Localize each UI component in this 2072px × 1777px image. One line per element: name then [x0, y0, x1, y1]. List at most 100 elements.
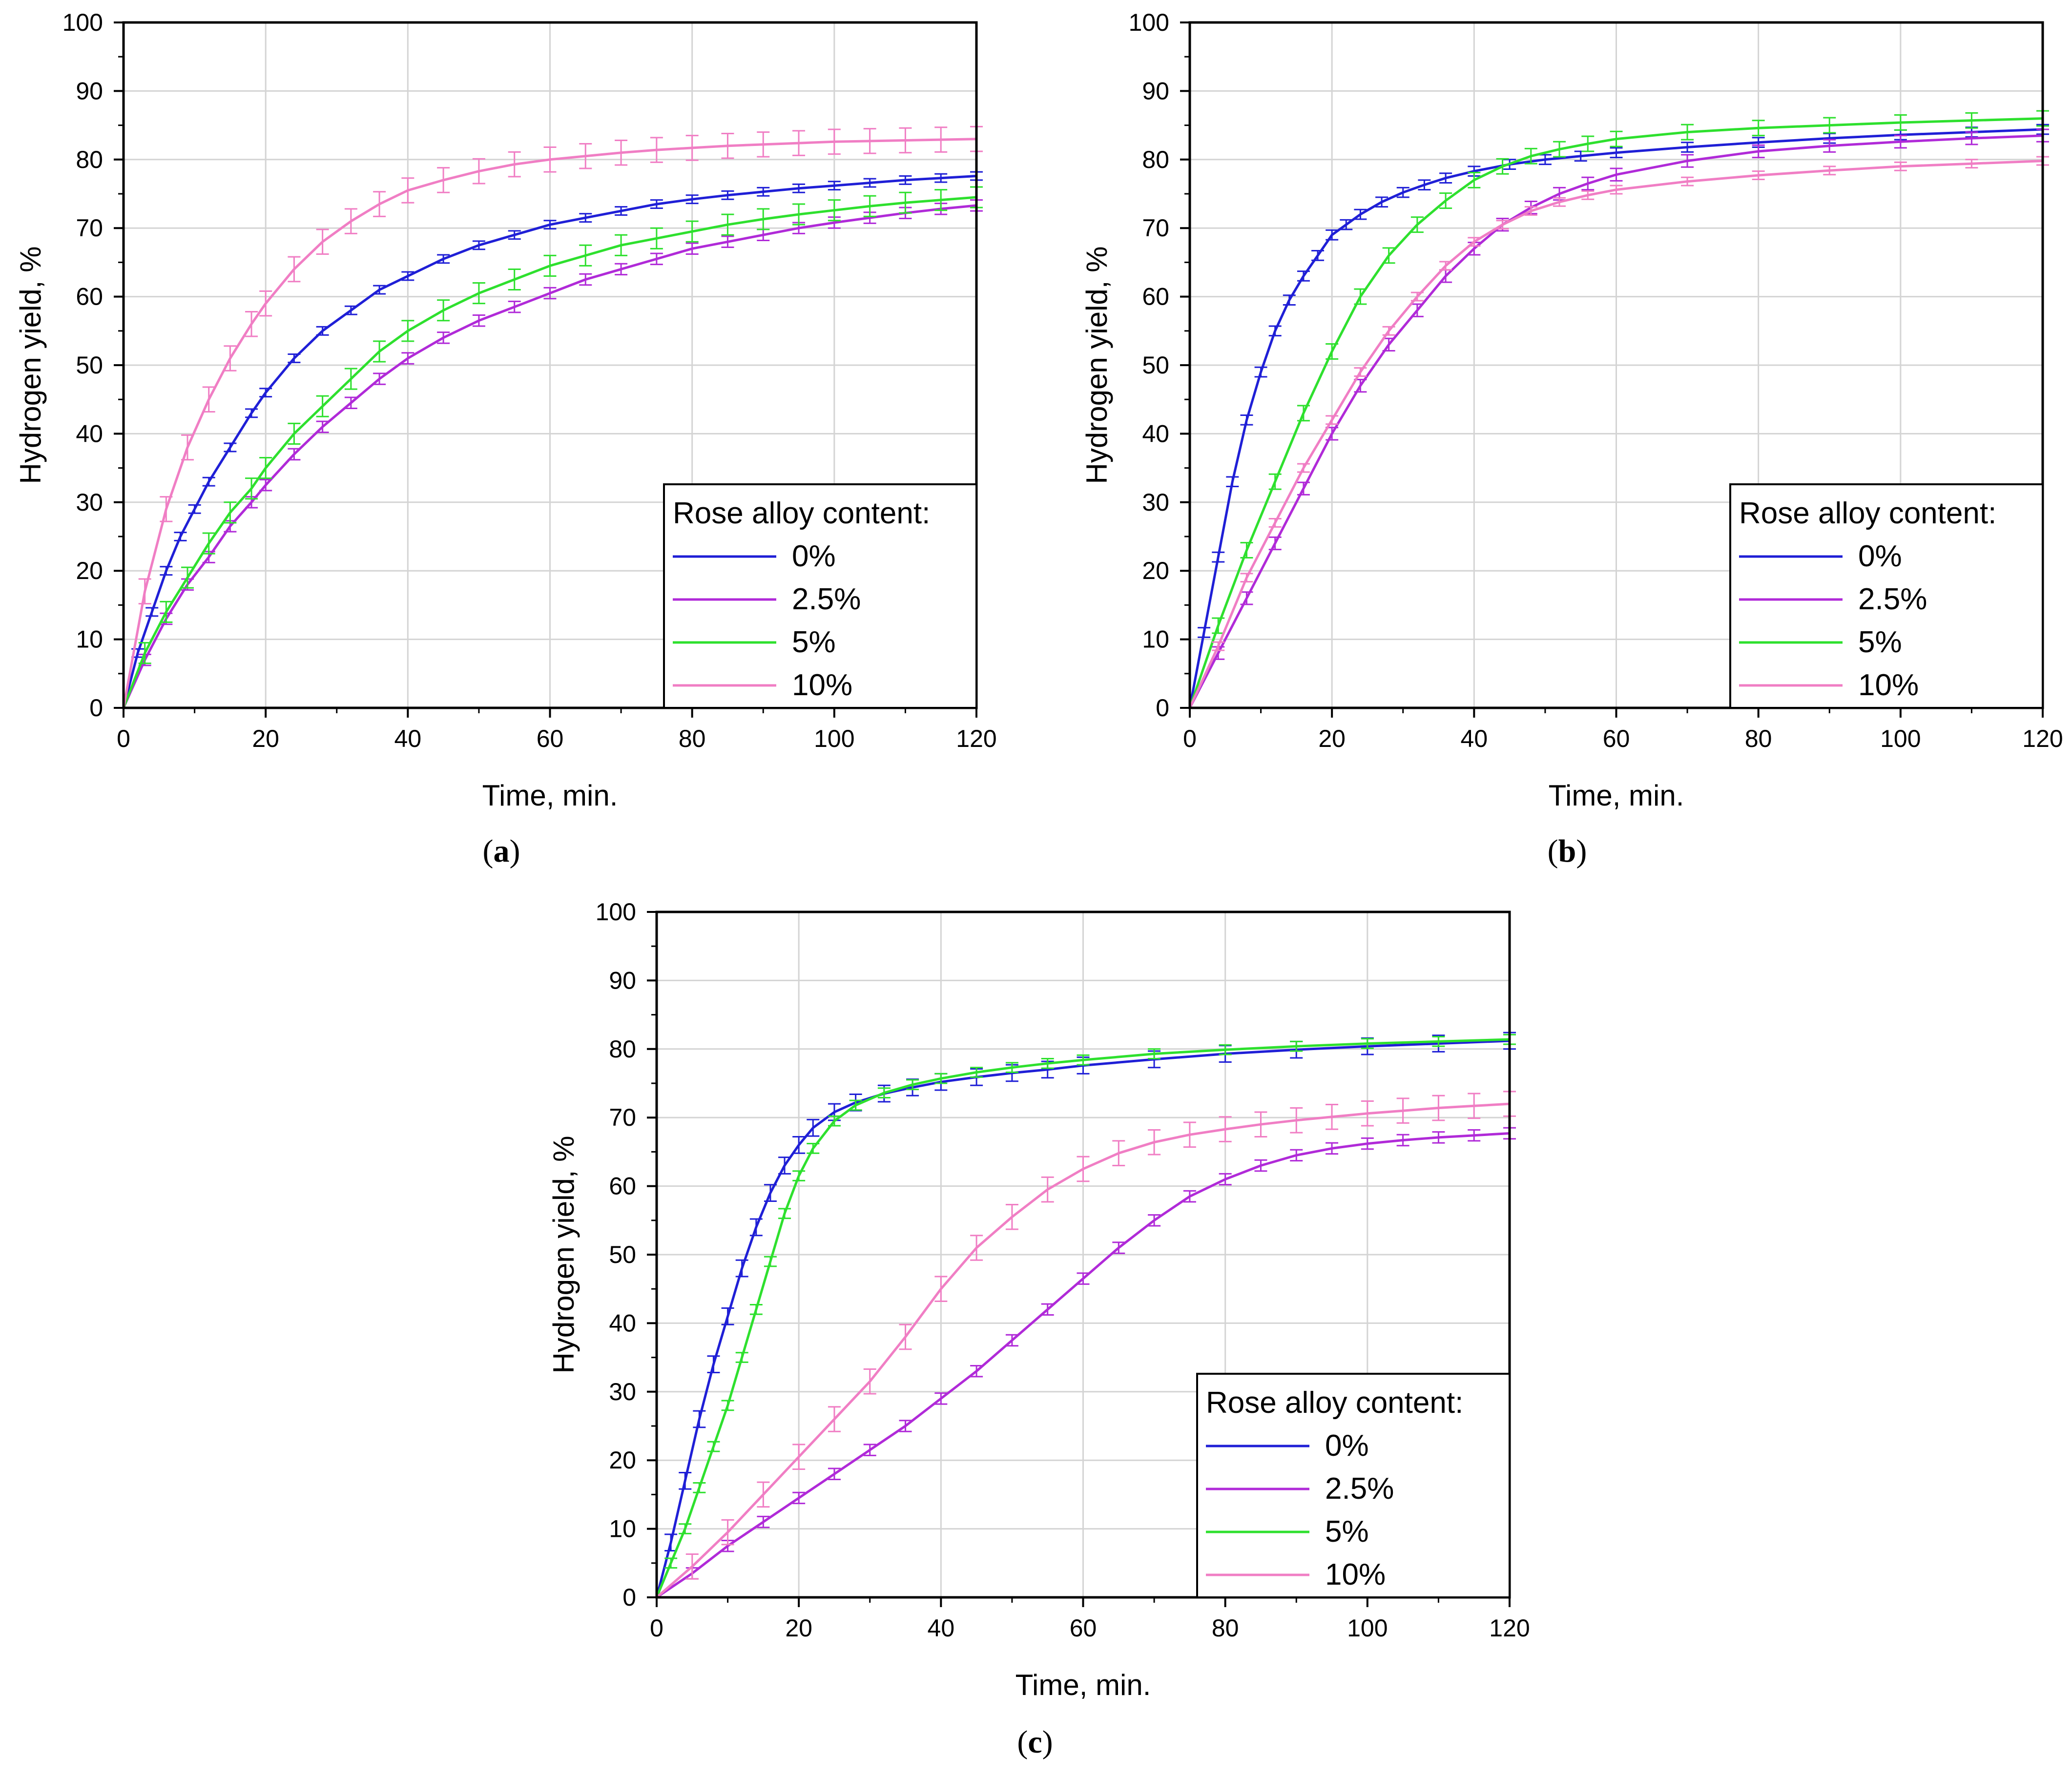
y-axis-label: Hydrogen yield, % — [1080, 247, 1113, 484]
error-bar — [828, 128, 841, 155]
error-bar — [1283, 294, 1296, 306]
error-bar — [288, 353, 301, 363]
legend-box — [663, 483, 977, 709]
x-tick-label: 100 — [814, 725, 854, 752]
error-bar — [1524, 206, 1537, 216]
error-bar — [792, 1491, 806, 1505]
error-bar — [224, 442, 237, 453]
error-bar — [1752, 170, 1765, 181]
error-bar — [899, 127, 912, 154]
error-bar — [1681, 176, 1694, 186]
x-tick-label: 20 — [1318, 725, 1346, 752]
error-bar — [1112, 1241, 1125, 1254]
error-bar — [1183, 1190, 1196, 1203]
x-tick-label: 40 — [928, 1614, 955, 1642]
error-bar — [316, 395, 329, 417]
error-bar — [224, 501, 237, 524]
error-bar — [316, 228, 329, 255]
error-bar — [1524, 147, 1537, 165]
legend-label: 2.5% — [792, 582, 861, 616]
y-tick-label: 40 — [609, 1309, 636, 1337]
error-bar — [664, 1533, 678, 1552]
error-bar — [1610, 185, 1623, 195]
error-bar — [138, 578, 151, 605]
error-bar — [1965, 131, 1978, 145]
error-bar — [1361, 1038, 1374, 1049]
error-bar — [1219, 1116, 1232, 1142]
error-bar — [1553, 197, 1566, 207]
error-bar — [828, 1467, 841, 1481]
error-bar — [792, 1170, 806, 1181]
error-bar — [472, 158, 485, 185]
y-tick-label: 70 — [1142, 214, 1169, 242]
y-tick-label: 0 — [1156, 694, 1169, 722]
legend: Rose alloy content: 0% 2.5% 5% 10% — [663, 483, 977, 709]
error-bar — [721, 1519, 734, 1546]
legend-label: 5% — [792, 625, 836, 659]
error-bar — [721, 235, 734, 248]
error-bar — [1382, 326, 1395, 336]
x-tick-label: 100 — [1347, 1614, 1388, 1642]
x-tick-label: 40 — [1461, 725, 1488, 752]
y-tick-label: 0 — [89, 694, 103, 722]
error-bar — [1432, 1036, 1445, 1047]
error-bar — [1382, 247, 1395, 264]
error-bar — [1268, 325, 1282, 337]
error-bar — [764, 1184, 777, 1202]
x-tick-label: 60 — [537, 725, 564, 752]
error-bar — [650, 199, 663, 209]
error-bar — [749, 1303, 763, 1315]
legend-label: 5% — [1858, 625, 1902, 659]
error-bar — [679, 1523, 692, 1534]
error-bar — [1496, 158, 1509, 175]
error-bar — [373, 285, 386, 295]
x-tick-label: 120 — [1489, 1614, 1530, 1642]
error-bar — [1198, 627, 1211, 638]
legend-label: 10% — [1858, 668, 1919, 702]
error-bar — [1418, 179, 1431, 191]
error-bar — [970, 1067, 983, 1078]
error-bar — [970, 1364, 983, 1378]
y-tick-label: 10 — [1142, 626, 1169, 653]
error-bar — [778, 1157, 791, 1175]
error-bar — [1354, 288, 1367, 305]
error-bar — [721, 190, 734, 200]
error-bar — [181, 434, 194, 461]
legend-title: Rose alloy content: — [673, 496, 930, 530]
error-bar — [1410, 216, 1424, 233]
error-bar — [1553, 141, 1566, 158]
x-tick-label: 80 — [1212, 1614, 1239, 1642]
y-tick-label: 40 — [76, 420, 103, 447]
legend-label: 2.5% — [1858, 582, 1927, 616]
error-bar — [615, 206, 628, 216]
error-bar — [1681, 142, 1694, 153]
error-bar — [685, 242, 699, 255]
error-bar — [202, 386, 215, 413]
error-bar — [615, 139, 628, 166]
error-bar — [508, 268, 521, 291]
legend-label: 0% — [1858, 539, 1902, 573]
error-bar — [437, 331, 450, 344]
series-line-10% — [1188, 160, 2043, 709]
y-tick-label: 20 — [1142, 557, 1169, 584]
error-bar — [1439, 172, 1452, 184]
error-bar — [828, 181, 841, 191]
error-bar — [145, 607, 159, 617]
error-bar — [1610, 130, 1623, 147]
error-bar — [1212, 617, 1225, 634]
y-tick-label: 90 — [1142, 77, 1169, 104]
error-bar — [863, 1368, 876, 1395]
error-bar — [1041, 1176, 1054, 1203]
error-bar — [792, 203, 806, 226]
error-bar — [828, 199, 841, 222]
error-bar — [757, 1515, 770, 1529]
error-bar — [1041, 1303, 1054, 1316]
error-bar — [1268, 473, 1282, 490]
error-bar — [1268, 517, 1282, 528]
error-bar — [828, 1406, 841, 1432]
error-bar — [543, 287, 557, 300]
error-bar — [934, 126, 948, 153]
error-bar — [288, 422, 301, 445]
error-bar — [401, 177, 414, 204]
legend-label: 10% — [792, 668, 852, 702]
